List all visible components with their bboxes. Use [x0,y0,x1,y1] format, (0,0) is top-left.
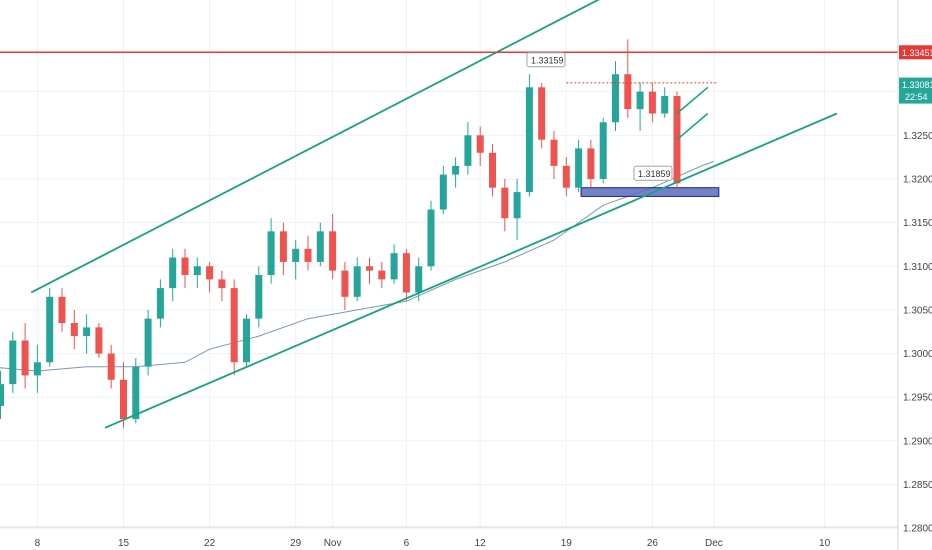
current-price-tag [899,77,932,104]
candle-body [587,148,595,179]
candle-body [95,327,103,354]
candle-body [169,257,177,289]
support-zone-rect [580,187,720,197]
price-callout-label: 1.31859 [638,169,671,179]
resistance-price-label: 1.33451 [902,48,932,58]
annotations: 1.33159 1.31859 [526,52,673,181]
candle-body [648,91,656,114]
candle-body [489,152,496,188]
candle-body [21,340,29,376]
x-tick-label: Dec [705,538,723,549]
candle-body [599,122,607,179]
triangle-upper-line [676,86,709,115]
candle-body [206,266,214,280]
candle-body [341,270,349,297]
candle-body [144,318,152,367]
candle-body [452,165,460,175]
channel-lower-line [104,112,838,429]
y-tick-label: 1.29000 [903,436,932,447]
candle-body [378,270,386,280]
candle-body [279,231,287,262]
triangle-lower-line [676,112,709,141]
candle-body [415,266,423,293]
candle-body [661,96,669,114]
x-tick-label: 8 [35,538,41,549]
candle-body [132,366,140,420]
x-tick-label: 6 [404,538,410,549]
y-tick-label: 1.32500 [903,131,932,142]
y-tick-label: 1.30500 [903,305,932,316]
candle-body [402,253,410,293]
x-tick-label: 19 [561,538,573,549]
y-tick-label: 1.31500 [903,218,932,229]
candle-body [562,165,570,188]
price-callout-box [633,165,673,181]
x-tick-label: 29 [290,538,302,549]
y-tick-label: 1.28000 [903,524,932,535]
candle-body [0,384,4,406]
candle-body [624,74,632,110]
trendlines [0,0,898,429]
candle-body [181,257,189,275]
x-tick-label: Nov [324,538,342,549]
candle-body [427,209,435,267]
y-tick-label: 1.31000 [903,262,932,273]
candle-body [58,296,66,324]
candle-body [464,135,472,166]
candle-body [46,296,54,363]
moving-average-line [0,161,715,372]
candle-body [304,248,312,262]
candle-body [476,135,484,153]
price-callout-label: 1.33159 [531,55,564,65]
candle-body [525,87,533,193]
candle-body [329,231,337,271]
candle-body [83,327,91,337]
candle-body [267,231,275,275]
y-tick-label: 1.32000 [903,174,932,185]
candle-body [9,340,17,385]
channel-upper-line [30,0,600,294]
candle-body [70,323,78,337]
candle-body [218,279,226,289]
candle-body [513,192,521,219]
candle-body [33,362,41,376]
candle-body [612,74,619,123]
x-tick-label: 22 [204,538,216,549]
y-tick-label: 1.30000 [903,349,932,360]
candle-body [636,91,644,110]
candle-body [501,187,509,219]
price-callout-box [526,52,566,68]
candle-body [575,148,583,188]
candle-body [439,174,447,210]
moving-average [0,161,715,372]
candle-body [156,288,164,319]
x-tick-label: 15 [118,538,130,549]
candle-body [230,288,238,363]
current-price-label: 1.33081 [902,80,932,90]
candle-body [120,379,127,420]
bar-countdown-label: 22:54 [905,92,928,102]
x-tick-label: 26 [647,538,659,549]
candle-body [107,353,115,380]
support-zone [580,187,720,197]
x-tick-label: 12 [475,538,487,549]
candle-body [243,318,250,363]
x-tick-label: 10 [819,538,831,549]
candle-body [390,253,398,280]
y-tick-label: 1.28500 [903,480,932,491]
candle-body [550,139,558,166]
grid [0,0,898,529]
candle-body [366,266,373,271]
y-tick-label: 1.29500 [903,393,932,404]
candle-body [292,248,300,262]
candle-body [538,87,546,140]
candle-body [193,266,201,275]
candle-body [316,231,324,262]
candles [0,39,681,428]
resistance-price-tag [899,45,932,60]
candle-body [255,275,263,319]
candle-body [353,266,361,297]
